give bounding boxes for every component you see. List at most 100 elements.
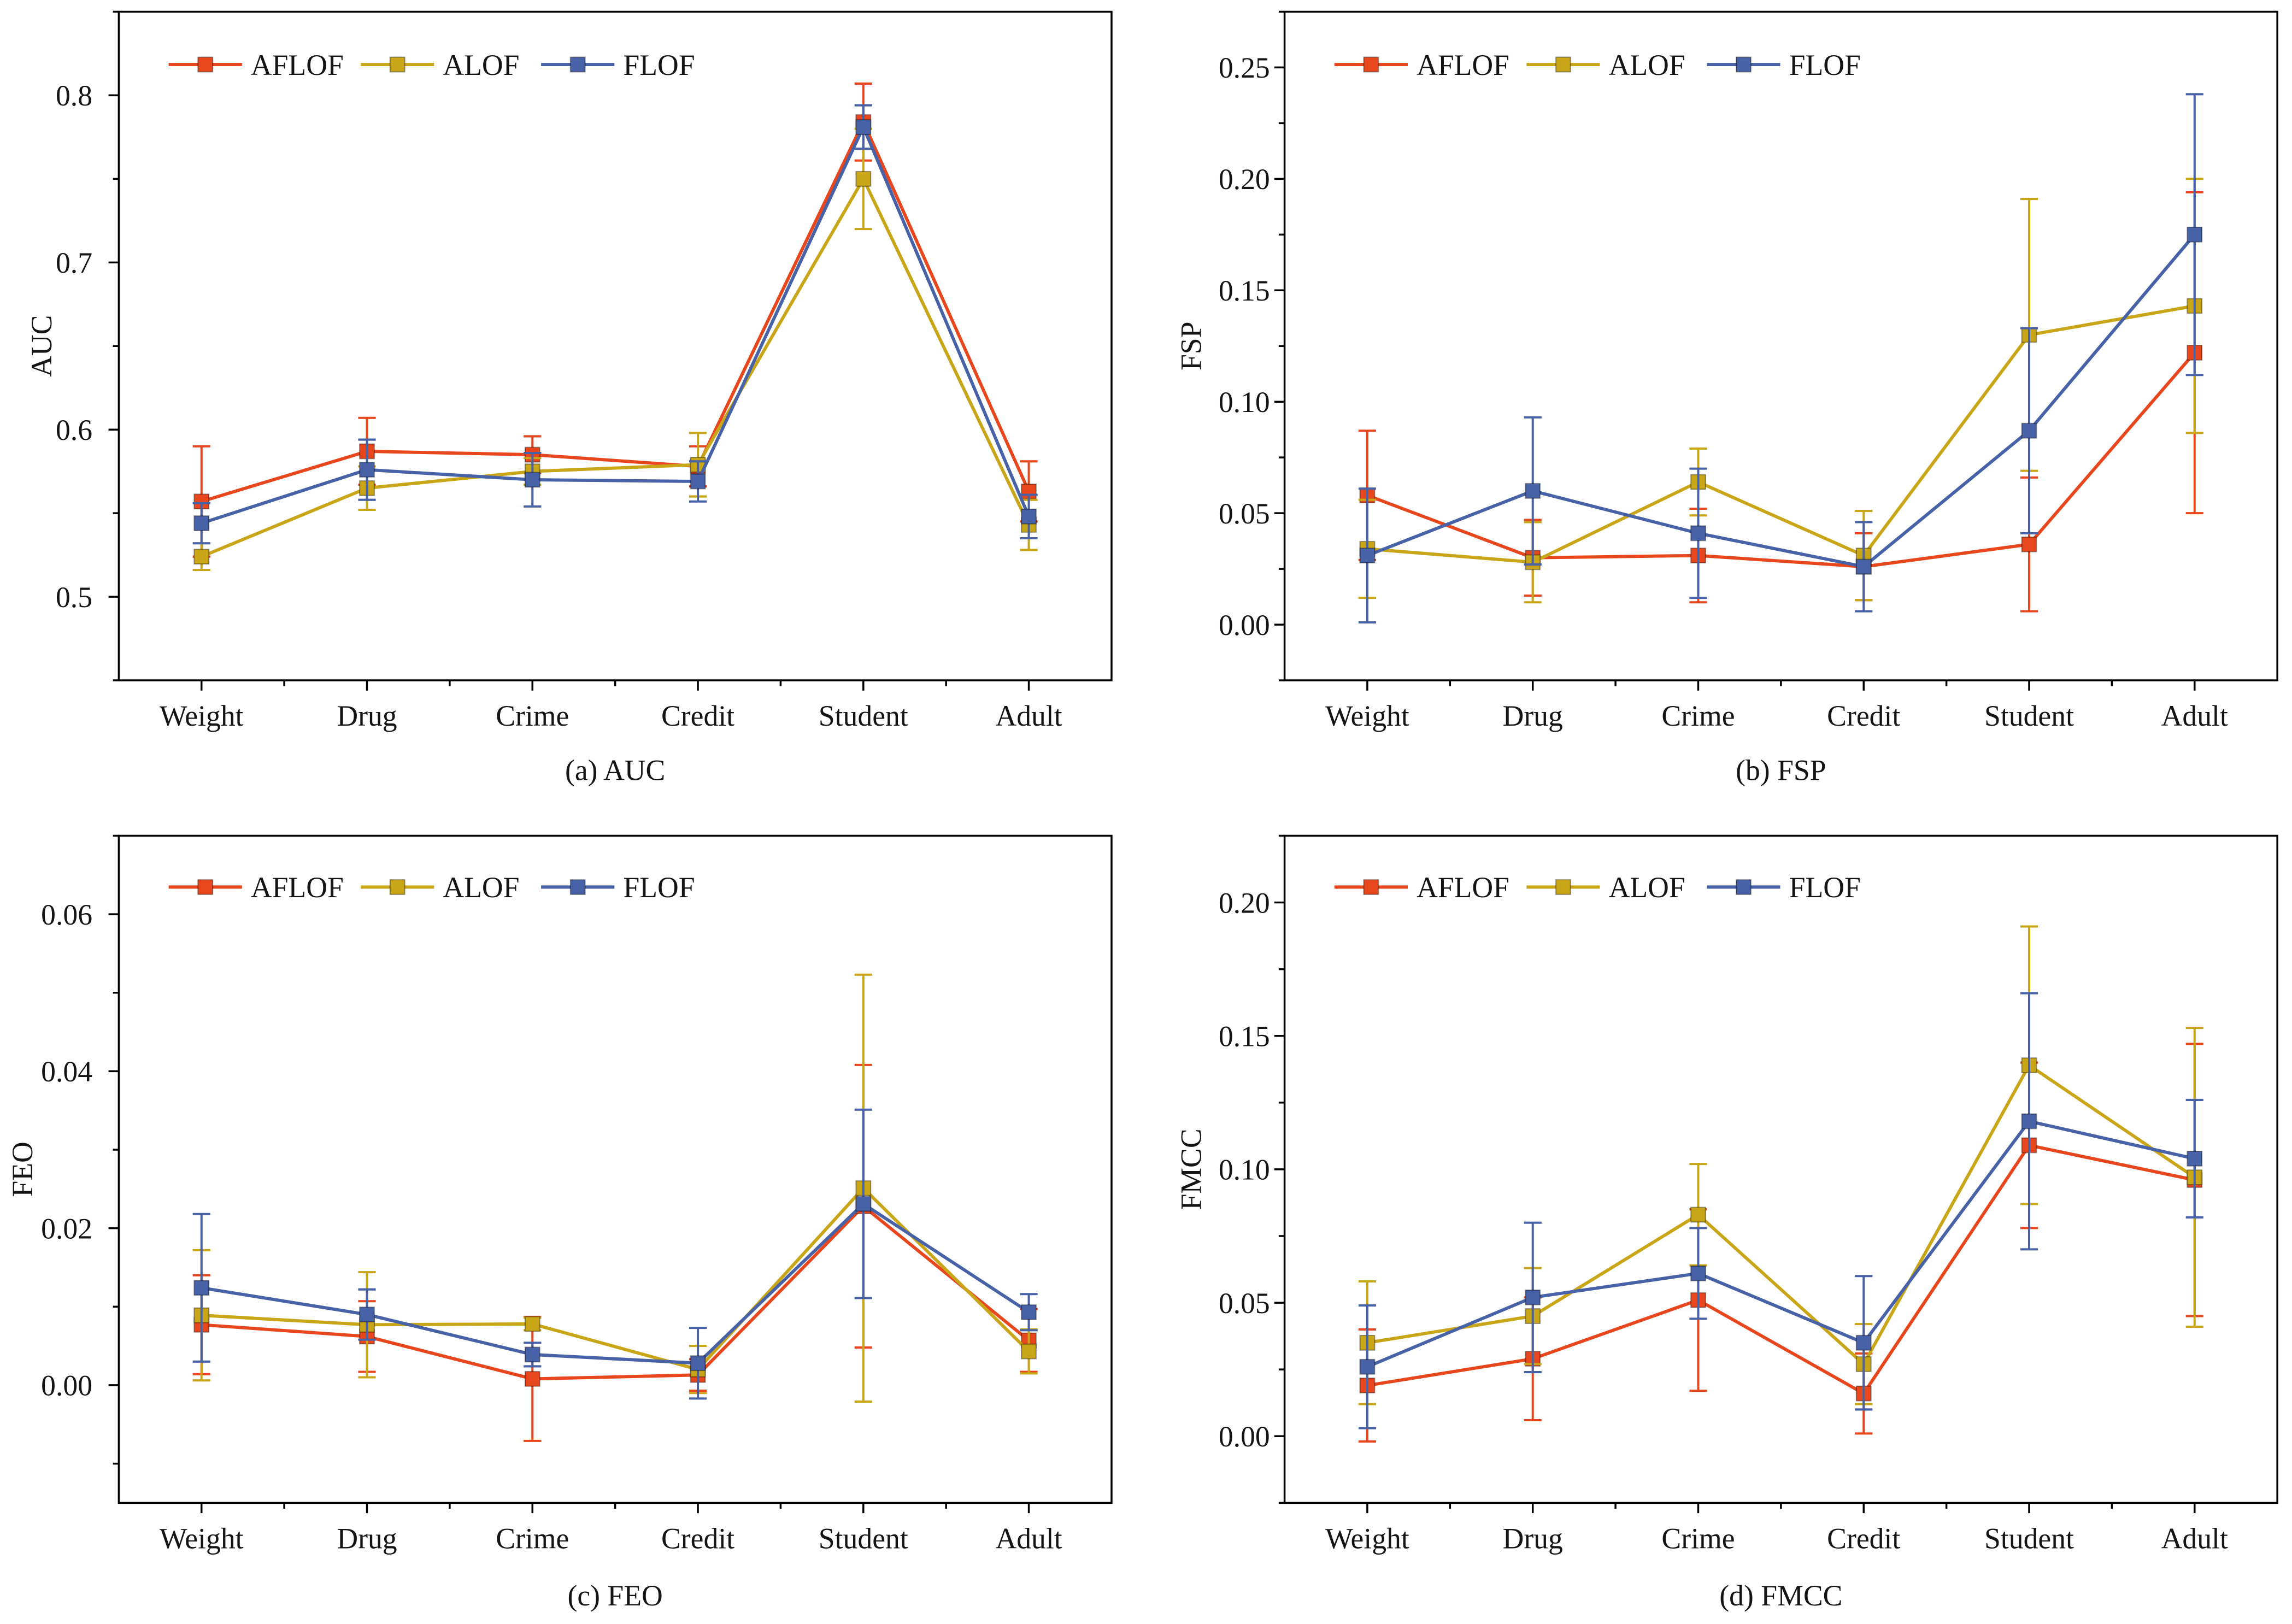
legend-item-flof: FLOF — [1707, 49, 1861, 81]
series-line-flof — [201, 1202, 1030, 1365]
data-point-alof-crime — [1690, 1207, 1706, 1223]
legend-marker — [1555, 879, 1571, 895]
x-tick-label-credit: Credit — [661, 699, 734, 732]
series-line-alof — [1367, 1063, 2196, 1366]
x-tick-label-student: Student — [819, 1522, 908, 1555]
data-point-flof-weight — [193, 515, 210, 531]
data-point-flof-student — [855, 119, 872, 136]
legend-label: ALOF — [443, 871, 519, 904]
legend: AFLOF ALOF FLOF — [1334, 871, 1861, 904]
x-tick-label-credit: Credit — [661, 1522, 734, 1555]
legend-item-alof: ALOF — [1526, 49, 1685, 81]
y-tick-label: 0.10 — [1219, 1154, 1270, 1186]
series-line-aflof — [201, 1204, 1030, 1381]
series-line-aflof — [1366, 351, 2196, 568]
data-point-aflof-student — [2021, 536, 2037, 552]
series-flof — [1358, 992, 2203, 1429]
data-point-aflof-crime — [524, 1370, 540, 1387]
y-tick-label: 0.00 — [41, 1369, 92, 1402]
y-tick-label: 0.00 — [1219, 609, 1270, 642]
legend-item-aflof: AFLOF — [168, 871, 344, 904]
data-point-flof-drug — [359, 1307, 375, 1323]
y-tick-label: 0.05 — [1219, 1287, 1270, 1320]
chart-caption: (d) FMCC — [1719, 1579, 1842, 1612]
x-tick-label-crime: Crime — [496, 1522, 569, 1555]
data-point-flof-crime — [1690, 525, 1706, 542]
legend-item-aflof: AFLOF — [168, 49, 344, 81]
y-tick-label: 0.02 — [41, 1212, 92, 1245]
series-line-alof — [201, 1186, 1030, 1372]
y-tick-label: 0.7 — [56, 246, 92, 279]
axes: Weight Drug Crime Credit Student Adult 0.00 0.0… — [41, 834, 1113, 1555]
plot-frame — [117, 10, 1113, 681]
data-point-flof-adult — [1021, 1304, 1037, 1320]
data-point-alof-adult — [1021, 1343, 1037, 1360]
data-point-flof-adult — [1021, 508, 1037, 525]
x-tick-label-weight: Weight — [1325, 699, 1409, 732]
x-tick-label-crime: Crime — [1661, 699, 1735, 732]
x-tick-label-student: Student — [819, 699, 908, 732]
axes: Weight Drug Crime Credit Student Adult 0.5 0.6 0… — [56, 10, 1113, 732]
y-axis-label: FMCC — [1175, 1128, 1208, 1210]
legend-item-flof: FLOF — [1707, 871, 1861, 904]
data-point-alof-crime — [524, 1316, 540, 1332]
x-tick-label-student: Student — [1984, 699, 2074, 732]
legend-label: AFLOF — [251, 871, 344, 904]
data-point-flof-drug — [1525, 1289, 1541, 1305]
legend-marker — [1735, 56, 1752, 73]
legend-label: AFLOF — [1417, 871, 1509, 904]
legend-label: ALOF — [1609, 871, 1685, 904]
x-tick-label-weight: Weight — [1325, 1522, 1409, 1555]
axes: Weight Drug Crime Credit Student Adult 0.00 0.0… — [1219, 834, 2278, 1555]
legend-item-flof: FLOF — [541, 49, 695, 81]
y-tick-label: 0.6 — [56, 414, 92, 446]
legend-item-alof: ALOF — [1526, 871, 1685, 904]
legend: AFLOF ALOF FLOF — [1334, 49, 1861, 81]
x-tick-label-student: Student — [1984, 1522, 2074, 1555]
y-axis-label: FEO — [6, 1141, 39, 1197]
legend-marker — [1363, 879, 1379, 895]
data-point-alof-weight — [193, 549, 210, 565]
data-point-flof-student — [2021, 422, 2037, 439]
y-tick-label: 0.05 — [1219, 497, 1270, 530]
legend-marker — [389, 879, 405, 895]
x-tick-label-weight: Weight — [160, 1522, 244, 1555]
chart-caption: (b) FSP — [1736, 754, 1826, 787]
y-tick-label: 0.5 — [56, 581, 92, 614]
legend-marker — [569, 56, 586, 73]
data-point-flof-adult — [2187, 226, 2203, 243]
legend-label: FLOF — [1789, 49, 1861, 81]
legend-marker — [1555, 56, 1571, 73]
data-point-flof-credit — [1855, 1334, 1872, 1351]
y-tick-label: 0.00 — [1219, 1420, 1270, 1453]
y-tick-label: 0.20 — [1219, 886, 1270, 919]
y-tick-label: 0.25 — [1219, 51, 1270, 84]
legend-item-flof: FLOF — [541, 871, 695, 904]
series-line-alof — [201, 177, 1031, 558]
data-point-alof-student — [855, 170, 872, 187]
series-line-flof — [1366, 1120, 2195, 1369]
series-flof — [192, 1108, 1038, 1400]
axes: Weight Drug Crime Credit Student Adult 0.00 0.0… — [1219, 10, 2278, 732]
chart-caption: (c) FEO — [567, 1579, 662, 1612]
data-point-flof-weight — [1359, 1358, 1376, 1375]
plot-frame — [1283, 10, 2278, 681]
legend-marker — [389, 56, 405, 73]
data-point-flof-crime — [1690, 1265, 1706, 1281]
data-point-flof-weight — [1359, 548, 1376, 564]
y-tick-label: 0.15 — [1219, 274, 1270, 307]
x-tick-label-credit: Credit — [1827, 699, 1900, 732]
chart-panel-fmcc: Weight Drug Crime Credit Student Adult 0.00 0.0… — [1175, 834, 2278, 1612]
y-axis-label: FSP — [1175, 321, 1208, 370]
legend-label: AFLOF — [1417, 49, 1509, 81]
data-point-flof-credit — [690, 473, 706, 490]
series-flof — [1358, 93, 2203, 624]
legend-marker — [1735, 879, 1752, 895]
data-point-flof-drug — [1525, 483, 1541, 499]
chart-panel-feo: Weight Drug Crime Credit Student Adult 0.00 0.0… — [6, 834, 1113, 1612]
series-line-alof — [1367, 304, 2195, 564]
y-axis-label: AUC — [25, 315, 58, 377]
chart-panel-auc: Weight Drug Crime Credit Student Adult 0.5 0.6 0… — [25, 10, 1113, 787]
x-tick-label-drug: Drug — [337, 699, 397, 732]
